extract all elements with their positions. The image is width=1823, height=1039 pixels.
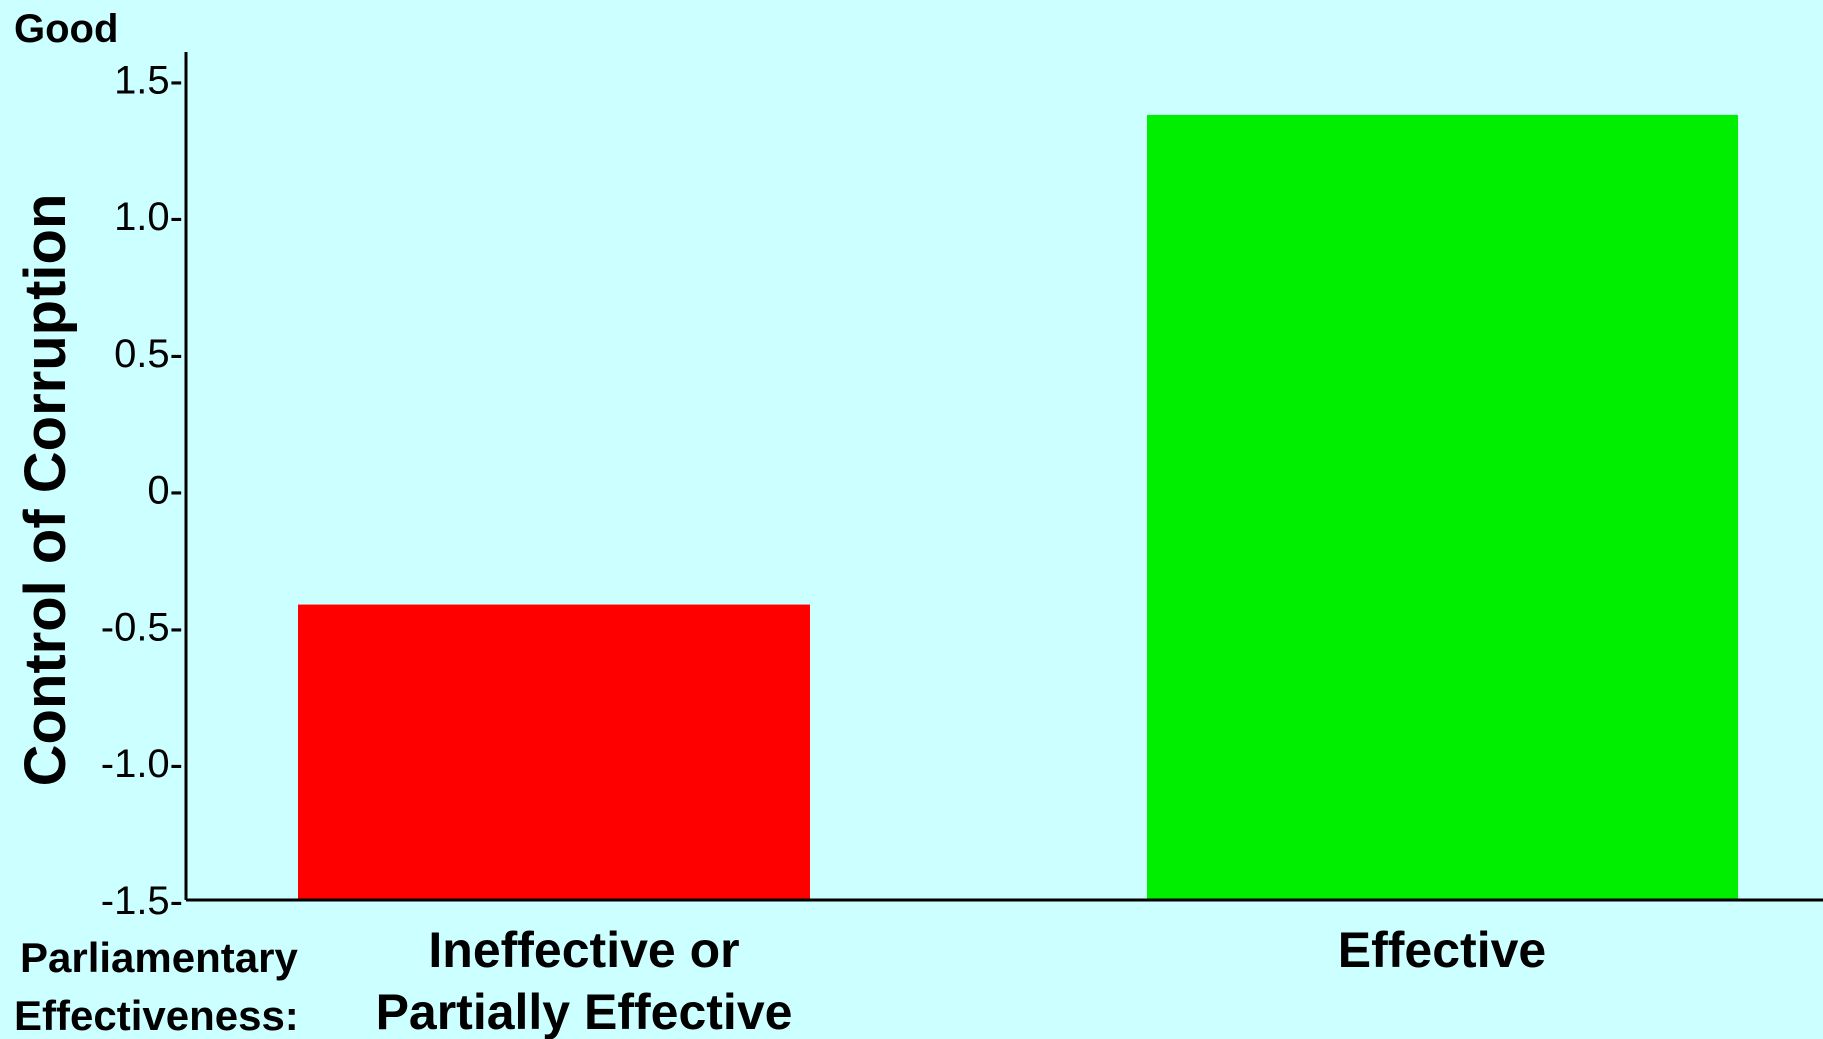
y-tick-label: 0.5- xyxy=(114,332,183,376)
y-tick-label: 1.0- xyxy=(114,195,183,239)
bar-1 xyxy=(1147,114,1738,900)
top-note: Good xyxy=(14,7,118,51)
y-axis-title: Control of Corruption xyxy=(13,194,78,787)
category-label: Partially Effective xyxy=(376,984,793,1039)
y-tick-label: -0.5- xyxy=(101,605,183,649)
y-tick-label: 1.5- xyxy=(114,58,183,102)
x-axis-prefix-line2: Effectiveness: xyxy=(14,992,299,1039)
y-axis-ticks: 1.5- 1.0- 0.5- 0- -0.5- -1.0- -1.5- xyxy=(101,58,183,923)
category-labels: Ineffective or Partially Effective Effecti… xyxy=(376,922,1547,1039)
category-label: Effective xyxy=(1338,922,1546,978)
x-axis-prefix-line1: Parliamentary xyxy=(20,934,298,981)
y-tick-label: -1.0- xyxy=(101,742,183,786)
bar-0 xyxy=(298,604,810,900)
y-tick-label: -1.5- xyxy=(101,879,183,923)
bars xyxy=(298,114,1738,900)
y-tick-label: 0- xyxy=(147,469,183,513)
category-label: Ineffective or xyxy=(428,922,739,978)
